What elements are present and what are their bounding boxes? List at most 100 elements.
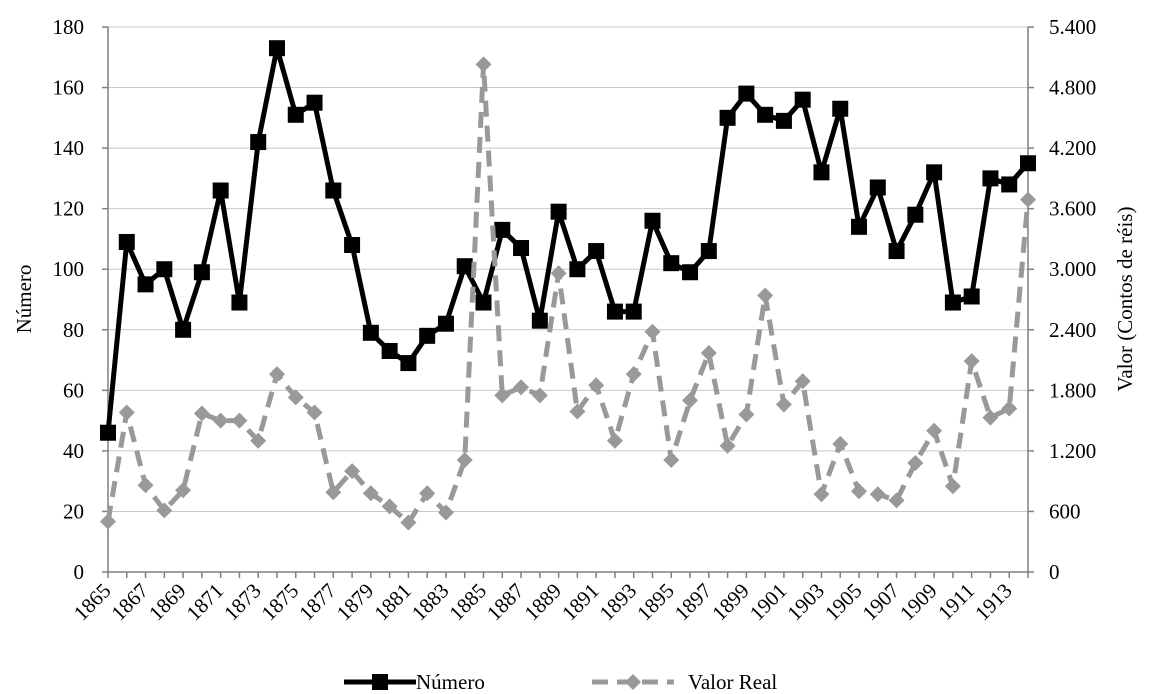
x-tick-label: 1907 <box>857 579 904 626</box>
left-tick-label: 140 <box>53 136 85 160</box>
data-point-numero <box>306 94 323 111</box>
data-point-numero <box>118 233 135 250</box>
data-point-numero <box>531 312 548 329</box>
data-point-valor-real <box>118 404 135 421</box>
data-point-valor-real <box>456 451 473 468</box>
data-point-numero <box>625 303 642 320</box>
data-point-valor-real <box>700 344 717 361</box>
data-point-numero <box>738 85 755 102</box>
data-point-valor-real <box>738 406 755 423</box>
data-point-numero <box>475 294 492 311</box>
data-point-valor-real <box>851 483 868 500</box>
data-point-valor-real <box>757 287 774 304</box>
x-tick-label: 1911 <box>933 579 979 625</box>
data-point-numero <box>419 327 436 344</box>
data-point-valor-real <box>813 486 830 503</box>
x-tick-label: 1881 <box>369 579 416 626</box>
data-point-numero <box>606 303 623 320</box>
left-tick-label: 160 <box>53 76 85 100</box>
data-point-numero <box>456 258 473 275</box>
data-point-valor-real <box>437 504 454 521</box>
x-tick-label: 1905 <box>820 579 867 626</box>
series-line-numero <box>105 45 1030 433</box>
data-point-numero <box>1001 176 1018 193</box>
data-point-numero <box>644 212 661 229</box>
x-tick-label: 1893 <box>595 579 642 626</box>
data-point-valor-real <box>625 366 642 383</box>
right-tick-label: 1.200 <box>1049 439 1096 463</box>
data-point-numero <box>231 294 248 311</box>
data-point-valor-real <box>100 513 116 530</box>
x-tick-label: 1869 <box>144 579 191 626</box>
data-point-valor-real <box>926 422 943 439</box>
data-point-numero <box>325 182 342 199</box>
data-point-numero <box>775 112 792 129</box>
left-tick-label: 180 <box>53 15 85 39</box>
x-tick-label: 1899 <box>707 579 754 626</box>
data-point-numero <box>926 164 943 181</box>
data-point-valor-real <box>400 514 417 531</box>
legend-label-numero: Número <box>416 670 485 694</box>
data-point-valor-real <box>588 377 605 394</box>
right-tick-label: 600 <box>1049 499 1081 523</box>
data-point-numero <box>963 288 980 305</box>
data-point-valor-real <box>606 432 623 449</box>
data-point-valor-real <box>268 366 285 383</box>
data-point-numero <box>100 424 116 441</box>
data-point-numero <box>381 342 398 359</box>
legend-item-numero: Número <box>344 670 485 694</box>
data-point-valor-real <box>513 379 530 396</box>
x-tick-label: 1909 <box>895 579 942 626</box>
x-tick-label: 1889 <box>519 579 566 626</box>
data-point-valor-real <box>344 463 361 480</box>
data-point-valor-real <box>663 451 680 468</box>
data-point-numero <box>569 261 586 278</box>
data-point-valor-real <box>682 392 699 409</box>
legend-swatch-marker-numero <box>372 674 388 690</box>
data-point-numero <box>344 237 361 253</box>
x-tick-label: 1885 <box>444 579 491 626</box>
data-point-valor-real <box>175 482 192 499</box>
data-point-valor-real <box>193 405 210 422</box>
data-point-valor-real <box>531 387 548 404</box>
series-line-valor-real <box>105 61 1031 526</box>
data-point-numero <box>175 321 192 338</box>
data-point-numero <box>137 276 154 293</box>
data-point-valor-real <box>287 389 304 406</box>
x-tick-label: 1871 <box>182 579 229 626</box>
data-point-numero <box>700 243 717 260</box>
data-point-valor-real <box>494 387 511 404</box>
data-point-valor-real <box>250 432 267 449</box>
x-tick-label: 1879 <box>332 579 379 626</box>
data-point-numero <box>757 106 774 123</box>
data-point-numero <box>1020 155 1036 172</box>
data-point-numero <box>682 264 699 281</box>
legend-swatch-marker-valor-real <box>625 674 641 690</box>
x-tick-label: 1867 <box>106 579 153 626</box>
legend-item-valor-real: Valor Real <box>592 670 777 694</box>
data-point-valor-real <box>832 435 849 452</box>
data-point-valor-real <box>888 492 905 509</box>
left-tick-label: 100 <box>53 257 85 281</box>
x-tick-label: 1887 <box>482 579 529 626</box>
left-tick-label: 60 <box>63 378 84 402</box>
data-point-numero <box>400 355 417 372</box>
data-point-numero <box>719 109 736 126</box>
x-tick-label: 1875 <box>257 579 304 626</box>
data-point-valor-real <box>644 323 661 340</box>
gridlines <box>108 26 1028 512</box>
legend-label-valor-real: Valor Real <box>688 670 777 694</box>
data-point-numero <box>888 243 905 260</box>
data-point-numero <box>193 264 210 281</box>
left-tick-label: 120 <box>53 197 85 221</box>
left-tick-label: 0 <box>74 560 85 584</box>
x-tick-label: 1913 <box>970 579 1017 626</box>
x-tick-label: 1873 <box>219 579 266 626</box>
data-point-numero <box>494 221 511 238</box>
data-point-numero <box>437 315 454 332</box>
data-point-valor-real <box>550 265 567 282</box>
right-tick-label: 5.400 <box>1049 15 1096 39</box>
data-point-numero <box>794 91 811 108</box>
x-tick-label: 1877 <box>294 579 341 626</box>
